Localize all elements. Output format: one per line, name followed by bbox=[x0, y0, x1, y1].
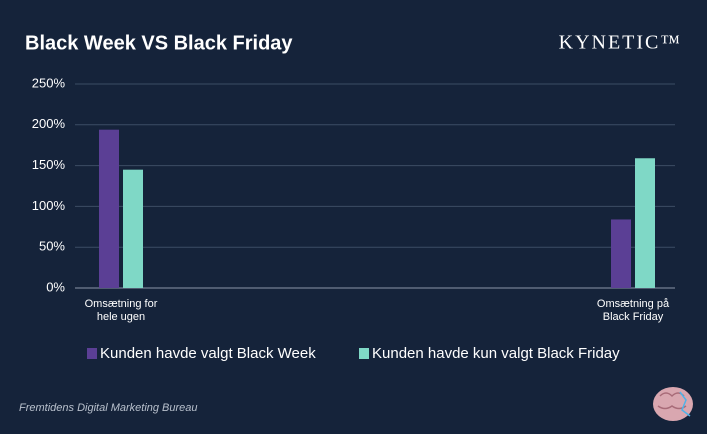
footer-text: Fremtidens Digital Marketing Bureau bbox=[19, 402, 198, 414]
y-tick-label: 200% bbox=[32, 116, 66, 131]
bar bbox=[635, 158, 655, 288]
chart-title: Black Week VS Black Friday bbox=[25, 32, 293, 54]
y-tick-label: 150% bbox=[32, 157, 66, 172]
x-tick-label: Omsætning på Black Friday bbox=[596, 298, 670, 323]
brand-logo: KYNETIC™ bbox=[559, 32, 682, 54]
legend-label: Kunden havde valgt Black Week bbox=[100, 345, 316, 362]
y-tick-label: 50% bbox=[39, 239, 65, 254]
brain-icon bbox=[653, 387, 693, 421]
y-tick-label: 0% bbox=[46, 279, 65, 294]
legend-swatch bbox=[87, 348, 97, 359]
x-tick-label: Omsætning for hele ugen bbox=[84, 298, 158, 323]
bar bbox=[123, 169, 143, 288]
legend-swatch bbox=[359, 348, 369, 359]
legend-label: Kunden havde kun valgt Black Friday bbox=[372, 345, 620, 362]
bar bbox=[611, 219, 631, 288]
y-tick-label: 250% bbox=[32, 75, 66, 90]
y-tick-label: 100% bbox=[32, 198, 66, 213]
bar bbox=[99, 129, 119, 288]
